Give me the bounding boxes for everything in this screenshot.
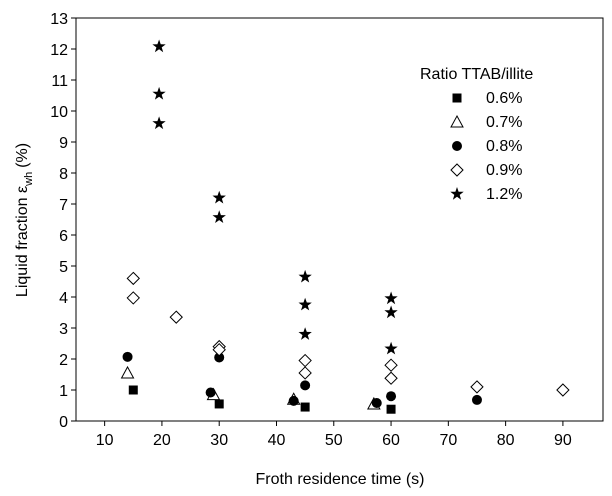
point — [152, 116, 166, 130]
y-tick-label: 8 — [59, 166, 68, 183]
y-tick-label: 11 — [51, 73, 68, 90]
x-tick-label: 50 — [325, 432, 343, 449]
y-tick-label: 1 — [59, 383, 68, 400]
point — [298, 327, 312, 340]
point — [212, 190, 226, 204]
point — [384, 358, 398, 372]
point — [214, 352, 225, 363]
y-tick-label: 12 — [50, 42, 68, 59]
y-tick-label: 4 — [59, 290, 68, 307]
point — [298, 297, 312, 311]
x-tick-label: 80 — [497, 432, 515, 449]
point — [298, 269, 312, 283]
point — [556, 383, 570, 397]
point — [205, 387, 216, 398]
x-tick-label: 60 — [382, 432, 400, 449]
legend-label: 0.8% — [486, 138, 522, 155]
point — [126, 291, 140, 305]
legend-label: 0.6% — [486, 90, 522, 107]
y-tick-label: 10 — [50, 104, 68, 121]
y-tick-label: 0 — [59, 414, 68, 431]
y-tick-label: 9 — [59, 135, 68, 152]
point — [298, 366, 312, 380]
point — [298, 353, 312, 368]
point — [122, 351, 133, 362]
point — [212, 342, 226, 357]
point — [126, 271, 140, 286]
point — [384, 305, 398, 319]
legend-marker — [452, 141, 462, 151]
point — [386, 404, 396, 414]
y-label-main: Liquid fraction ε — [14, 186, 31, 297]
y-axis-label: Liquid fraction εwh (%) — [14, 143, 35, 297]
point — [300, 380, 311, 391]
y-tick-label: 5 — [59, 259, 68, 276]
x-tick-label: 40 — [268, 432, 286, 449]
point — [288, 395, 299, 406]
plot-frame — [75, 17, 604, 422]
legend-marker — [452, 93, 462, 103]
point — [384, 291, 398, 305]
y-tick-label: 13 — [50, 11, 68, 28]
point — [212, 210, 226, 223]
point — [300, 402, 310, 412]
y-label-sub: wh — [23, 172, 35, 187]
x-tick-label: 20 — [153, 432, 171, 449]
point — [371, 398, 382, 409]
point — [214, 399, 224, 409]
y-tick-label: 7 — [59, 197, 68, 214]
point — [120, 365, 135, 379]
legend-label: 1.2% — [486, 186, 522, 203]
point — [152, 86, 166, 100]
legend-marker — [450, 114, 464, 128]
point — [169, 310, 183, 324]
point — [152, 39, 166, 53]
x-tick-label: 70 — [439, 432, 457, 449]
point — [384, 341, 398, 355]
legend-marker — [450, 187, 464, 200]
legend-marker — [450, 163, 464, 177]
point — [470, 380, 484, 394]
y-tick-label: 6 — [59, 228, 68, 245]
y-tick-label: 2 — [59, 352, 68, 369]
y-tick-label: 3 — [59, 321, 68, 338]
y-label-unit: (%) — [14, 143, 31, 168]
x-tick-label: 30 — [210, 432, 228, 449]
point — [471, 394, 482, 405]
point — [384, 371, 398, 385]
x-axis-label: Froth residence time (s) — [256, 471, 425, 488]
point — [128, 385, 138, 395]
x-tick-label: 10 — [96, 432, 114, 449]
legend-label: 0.7% — [486, 114, 522, 131]
legend-label: 0.9% — [486, 162, 522, 179]
point — [386, 391, 397, 402]
legend-title: Ratio TTAB/illite — [420, 66, 533, 83]
x-tick-label: 90 — [554, 432, 572, 449]
